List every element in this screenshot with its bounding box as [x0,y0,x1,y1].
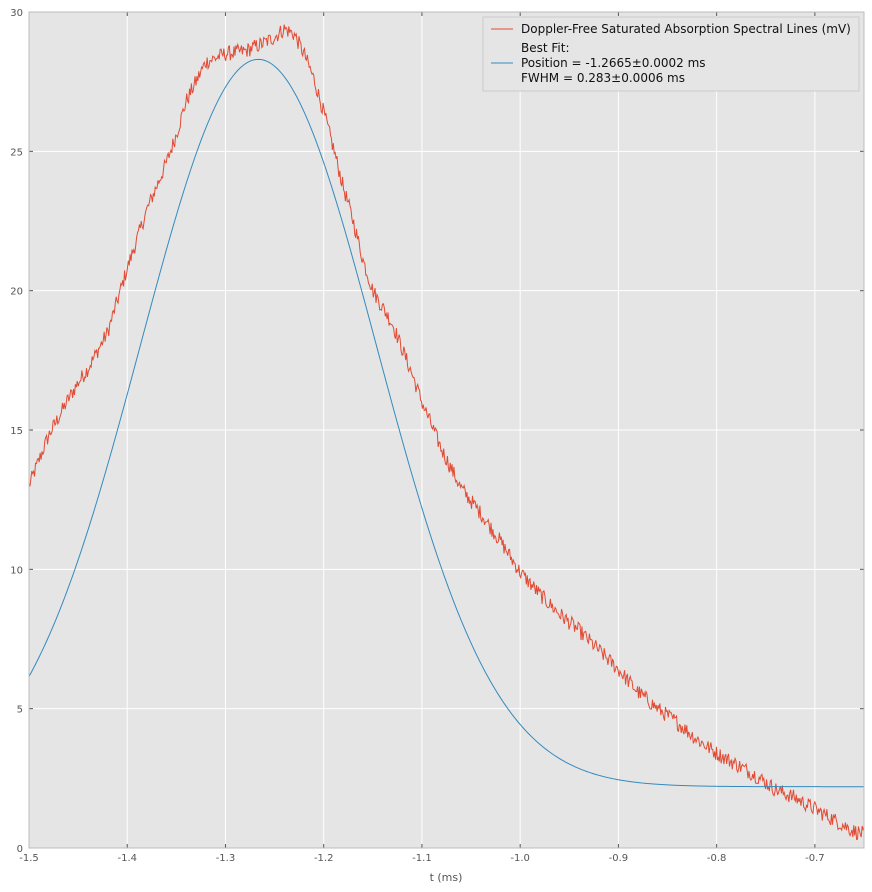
series-layer [28,24,865,840]
y-tick-label: 0 [17,844,23,855]
y-tick-label: 25 [10,147,23,158]
series-best-fit-line [28,58,864,788]
x-tick-label: -1.1 [412,853,432,864]
legend: Doppler-Free Saturated Absorption Spectr… [482,16,860,92]
y-tick-label: 30 [10,8,23,19]
x-axis-label: t (ms) [430,871,463,884]
y-tick-label: 15 [10,426,23,437]
axis-ticks: -1.5 -1.4 -1.3 -1.2 -1.1 -1.0 -0.9 -0.8 -0.7 0 5 10… [10,8,864,864]
x-tick-label: -0.8 [707,853,727,864]
x-tick-label: -1.0 [510,853,530,864]
plot-area-border [28,11,865,849]
x-tick-label: -1.5 [19,853,39,864]
legend-label-position: Position = -1.2665±0.0002 ms [521,56,706,70]
legend-label-measured: Doppler-Free Saturated Absorption Spectr… [521,22,851,36]
x-tick-label: -0.7 [805,853,825,864]
y-tick-label: 20 [10,287,23,298]
legend-box [482,16,860,92]
legend-label-fwhm: FWHM = 0.283±0.0006 ms [521,71,685,85]
x-tick-label: -1.4 [117,853,137,864]
x-tick-label: -1.2 [314,853,334,864]
x-tick-label: -0.9 [609,853,629,864]
legend-label-best-fit: Best Fit: [521,41,570,55]
y-tick-label: 5 [17,705,23,716]
y-tick-label: 10 [10,565,23,576]
x-tick-label: -1.3 [216,853,236,864]
series-measured-line [28,24,865,840]
